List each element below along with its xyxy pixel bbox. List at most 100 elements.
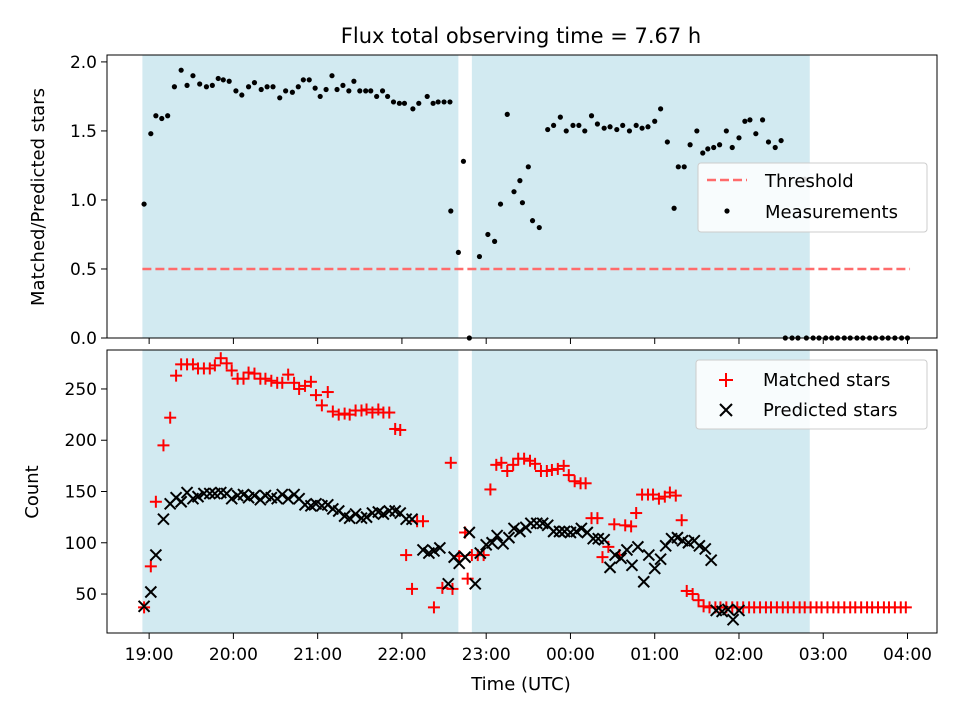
predicted-star-point <box>524 517 538 530</box>
measurement-point <box>153 113 159 119</box>
measurement-point <box>497 201 504 207</box>
measurement-point <box>264 84 270 90</box>
predicted-star-point <box>405 512 419 526</box>
measurement-point <box>178 67 184 73</box>
measurement-point <box>753 131 759 137</box>
matched-star-point <box>242 366 255 379</box>
measurement-point <box>215 75 221 82</box>
predicted-star-point <box>642 548 656 562</box>
measurement-point <box>441 99 447 105</box>
measurement-point <box>607 124 613 130</box>
measurement-point <box>368 88 374 94</box>
measurement-point <box>357 88 363 94</box>
measurement-point <box>772 144 778 151</box>
predicted-star-point <box>458 550 472 564</box>
predicted-star-point <box>507 522 521 535</box>
measurement-point <box>658 106 664 112</box>
measurement-point <box>401 100 408 106</box>
bottom-legend-box <box>695 359 928 430</box>
measurement-point <box>716 142 723 148</box>
matched-star-point <box>416 515 429 528</box>
x-tick-label: 02:00 <box>714 645 763 665</box>
predicted-star-point <box>149 548 163 562</box>
matched-star-point <box>461 572 474 585</box>
legend-threshold-label: Threshold <box>764 171 854 192</box>
legend-measurements-swatch <box>724 208 730 214</box>
measurement-point <box>729 144 735 151</box>
predicted-star-point <box>726 613 740 626</box>
predicted-star-point <box>144 585 158 599</box>
predicted-star-point <box>699 542 712 556</box>
measurement-point <box>723 128 729 134</box>
measurement-point <box>778 137 784 144</box>
matched-star-point <box>208 359 221 372</box>
measurement-point <box>323 86 329 93</box>
predicted-star-point <box>191 490 205 503</box>
x-tick-label: 03:00 <box>799 645 848 665</box>
measurement-point <box>317 93 323 100</box>
bottom-y-tick-label: 250 <box>65 380 97 400</box>
bottom-y-axis-label: Count <box>22 465 43 518</box>
predicted-star-point <box>490 529 504 542</box>
observing-window-1 <box>142 55 459 338</box>
matched-star-point <box>406 582 419 595</box>
measurement-point <box>700 150 706 156</box>
legend-predicted-swatch <box>719 403 733 417</box>
predicted-star-point <box>553 525 566 538</box>
predicted-star-point <box>427 544 441 558</box>
measurement-point <box>220 77 226 83</box>
bottom-legend: Matched stars Predicted stars <box>695 359 928 430</box>
measurement-point <box>759 117 766 123</box>
measurement-point <box>384 93 391 100</box>
predicted-star-point <box>485 536 499 549</box>
measurement-point <box>283 88 289 94</box>
matched-star-point <box>568 475 581 488</box>
predicted-star-point <box>416 543 430 557</box>
legend-predicted-label: Predicted stars <box>763 400 897 421</box>
measurement-point <box>340 82 346 88</box>
predicted-star-point <box>614 551 628 565</box>
top-y-axis-label: Matched/Predicted stars <box>28 88 49 306</box>
top-plot-frame <box>106 54 938 339</box>
measurement-point <box>557 114 563 120</box>
top-y-tick-label: 0.0 <box>70 329 97 349</box>
predicted-star-point <box>360 510 373 524</box>
measurement-point <box>396 100 402 106</box>
measurement-point <box>588 113 595 119</box>
observing-window-1 <box>142 350 459 633</box>
measurement-point <box>455 249 461 256</box>
matched-star-point <box>164 411 177 424</box>
top-x-ticks <box>148 338 909 344</box>
measurement-point <box>576 122 582 129</box>
matched-star-point <box>444 456 457 469</box>
measurement-point <box>476 253 483 260</box>
measurement-point <box>633 122 639 129</box>
measurement-point <box>645 124 651 130</box>
matched-star-point <box>596 551 609 564</box>
measurement-point <box>148 131 154 137</box>
matched-star-point <box>225 364 238 377</box>
legend-measurements-label: Measurements <box>765 202 898 223</box>
measurement-point <box>374 93 380 100</box>
legend-matched-label: Matched stars <box>763 370 890 391</box>
measurement-point <box>582 128 588 134</box>
measurement-point <box>363 88 369 94</box>
matched-star-point <box>427 601 440 614</box>
measurement-point <box>251 80 258 86</box>
measurement-point <box>295 84 301 90</box>
measurement-point <box>485 231 491 238</box>
bottom-y-tick-label: 100 <box>65 534 97 554</box>
matched-star-point <box>495 456 508 469</box>
top-y-axis: 0.0 0.5 1.0 1.5 2.0 <box>70 53 107 349</box>
predicted-star-point <box>225 492 238 505</box>
matched-star-point <box>355 404 368 417</box>
predicted-star-point <box>648 562 661 575</box>
x-tick-label: 22:00 <box>377 645 426 665</box>
matched-star-point <box>669 489 682 502</box>
measurement-point <box>594 121 601 127</box>
matched-star-point <box>490 458 503 471</box>
x-tick-label: 23:00 <box>462 645 511 665</box>
measurement-point <box>410 106 416 112</box>
legend-matched-swatch <box>719 373 733 387</box>
